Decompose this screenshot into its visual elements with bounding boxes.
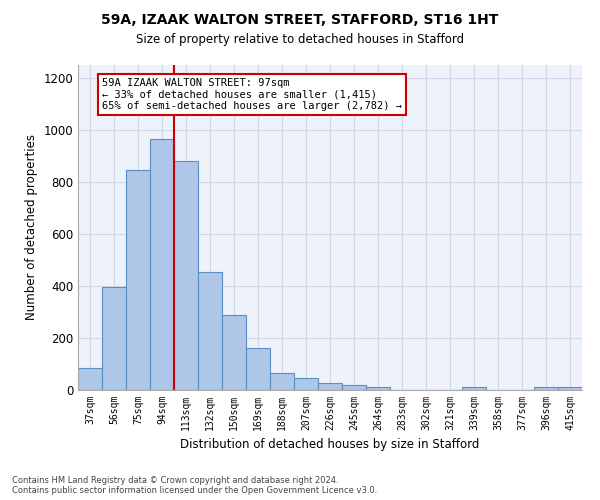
Text: Size of property relative to detached houses in Stafford: Size of property relative to detached ho… [136, 32, 464, 46]
Text: Contains HM Land Registry data © Crown copyright and database right 2024.: Contains HM Land Registry data © Crown c… [12, 476, 338, 485]
Bar [222, 314, 246, 390]
Y-axis label: Number of detached properties: Number of detached properties [25, 134, 38, 320]
X-axis label: Distribution of detached houses by size in Stafford: Distribution of detached houses by size … [181, 438, 479, 452]
Bar [294, 378, 318, 390]
Bar [366, 388, 390, 390]
Bar [462, 388, 486, 390]
Bar [318, 382, 342, 390]
Bar [246, 348, 270, 390]
Text: 59A IZAAK WALTON STREET: 97sqm
← 33% of detached houses are smaller (1,415)
65% : 59A IZAAK WALTON STREET: 97sqm ← 33% of … [102, 78, 402, 111]
Bar [174, 161, 198, 390]
Text: 59A, IZAAK WALTON STREET, STAFFORD, ST16 1HT: 59A, IZAAK WALTON STREET, STAFFORD, ST16… [101, 12, 499, 26]
Bar [342, 385, 366, 390]
Bar [534, 388, 558, 390]
Bar [78, 368, 102, 390]
Bar [150, 139, 174, 390]
Bar [198, 272, 222, 390]
Text: Contains public sector information licensed under the Open Government Licence v3: Contains public sector information licen… [12, 486, 377, 495]
Bar [102, 288, 126, 390]
Bar [126, 170, 150, 390]
Bar [558, 388, 582, 390]
Bar [270, 373, 294, 390]
